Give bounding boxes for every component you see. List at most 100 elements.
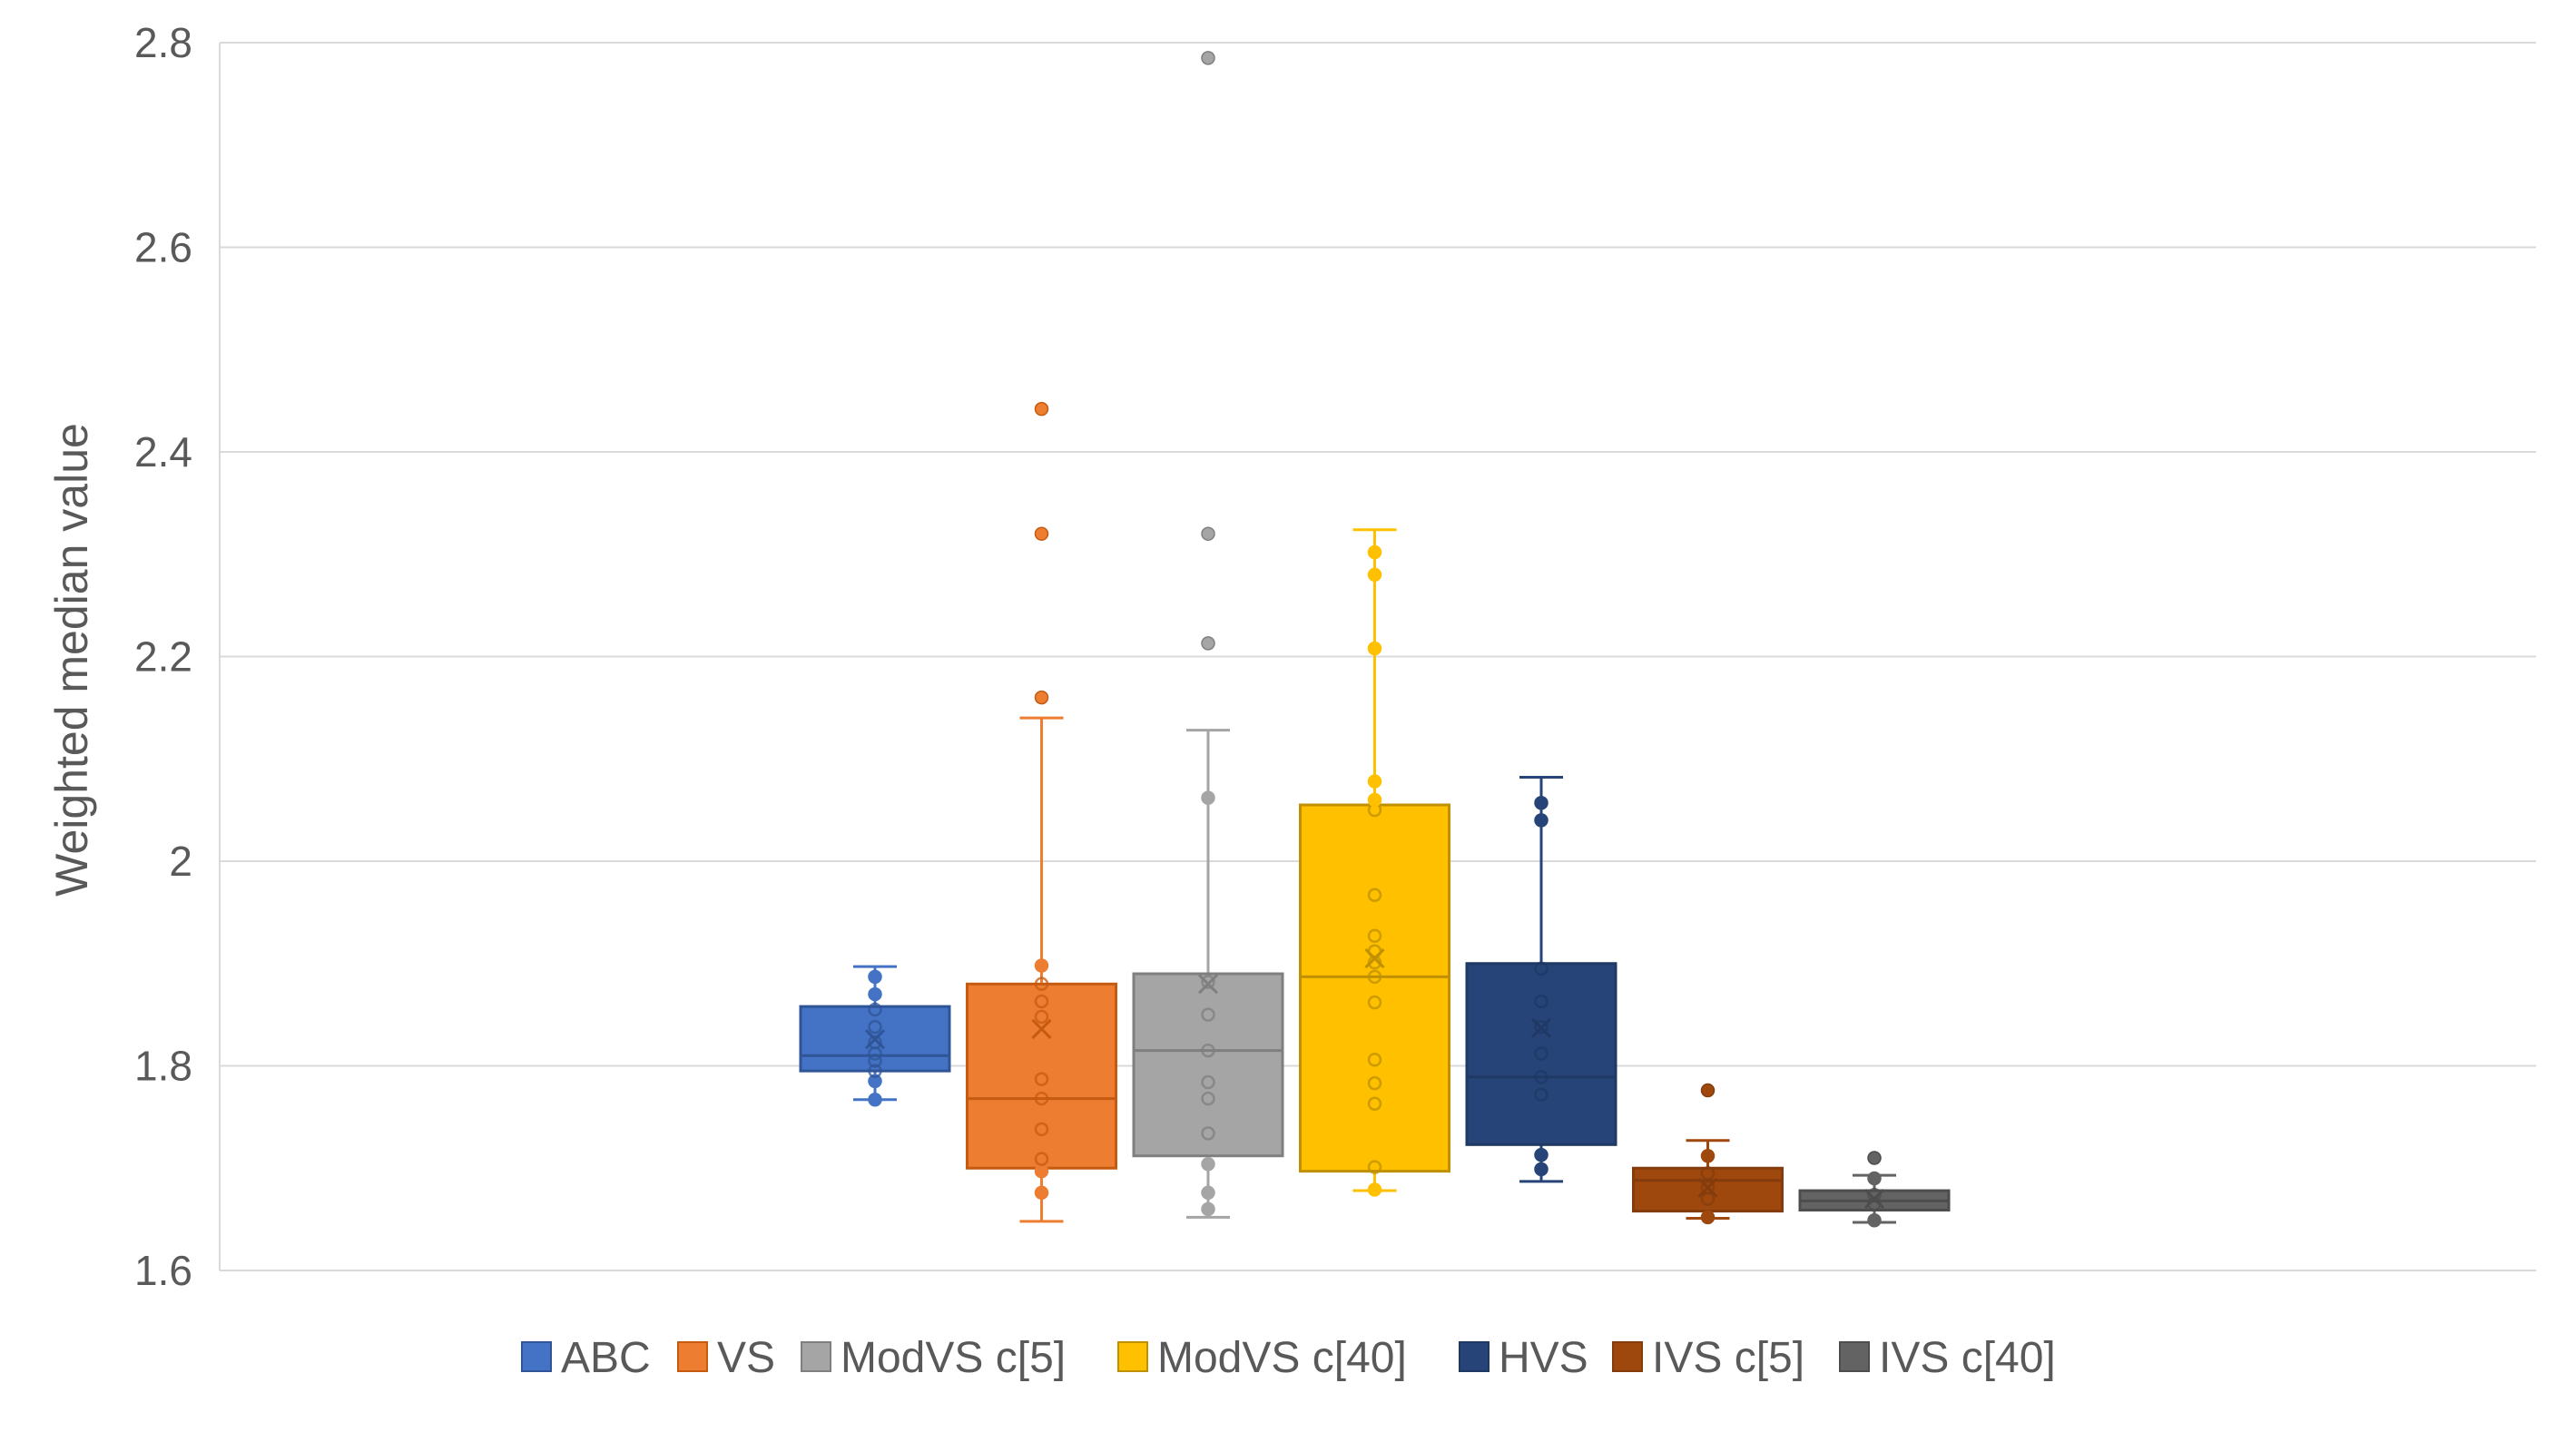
legend: ABC VS ModVS c[5] ModVS c[40] HVS IVS c[5] IVS… <box>521 1334 2056 1382</box>
data-point <box>1367 1182 1382 1197</box>
outlier-point <box>1034 401 1049 417</box>
data-point <box>1867 1213 1882 1228</box>
legend-item: IVS c[40] <box>1839 1334 2056 1382</box>
y-tick-label: 2 <box>169 838 192 885</box>
y-axis-title: Weighted median value <box>46 423 97 897</box>
outlier-point <box>1201 636 1215 651</box>
legend-swatch <box>1459 1341 1490 1372</box>
data-point <box>1201 1043 1215 1058</box>
data-point <box>1034 1152 1049 1166</box>
outlier-point <box>1867 1151 1882 1165</box>
mean-marker <box>1197 974 1219 995</box>
legend-label: VS <box>717 1334 775 1382</box>
legend-swatch <box>1839 1341 1870 1372</box>
legend-label: ABC <box>561 1334 651 1382</box>
data-point <box>1201 1156 1215 1172</box>
data-point <box>1367 774 1382 789</box>
box-ivs-c-40 <box>1798 1151 1951 1228</box>
iqr-box <box>1132 972 1284 1158</box>
legend-label: ModVS c[40] <box>1157 1334 1407 1382</box>
mean-marker-stroke <box>1530 1017 1552 1038</box>
legend-item: ModVS c[40] <box>1117 1334 1407 1382</box>
legend-item: ABC <box>521 1334 651 1382</box>
data-point <box>1201 1185 1215 1201</box>
outlier-point <box>1034 526 1049 541</box>
data-point <box>1534 994 1549 1009</box>
data-point <box>1700 1166 1716 1181</box>
data-point <box>1367 928 1382 944</box>
legend-item: IVS c[5] <box>1612 1334 1804 1382</box>
data-point <box>1700 1210 1716 1225</box>
data-point <box>1367 1052 1382 1067</box>
data-point <box>1700 1180 1716 1195</box>
box-series <box>799 51 1951 1228</box>
data-point <box>1367 888 1382 902</box>
data-point <box>1201 1007 1215 1022</box>
data-point <box>868 1064 882 1078</box>
iqr-box <box>966 982 1117 1170</box>
data-point <box>1034 994 1049 1009</box>
legend-swatch <box>677 1341 708 1372</box>
legend-item: VS <box>677 1334 775 1382</box>
iqr-box <box>1465 962 1617 1146</box>
y-tick-label: 1.6 <box>134 1247 192 1294</box>
data-point <box>1534 1019 1549 1035</box>
outlier-point <box>1700 1083 1716 1098</box>
data-point <box>868 1074 882 1089</box>
y-tick-label: 1.8 <box>134 1043 192 1090</box>
data-point <box>868 1019 882 1035</box>
mean-marker-stroke <box>1697 1177 1718 1198</box>
data-point <box>1034 958 1049 973</box>
data-point <box>1367 1096 1382 1111</box>
mean-marker <box>1697 1177 1718 1198</box>
box-abc <box>799 965 951 1107</box>
data-point <box>1034 1185 1049 1201</box>
mean-marker <box>1530 1017 1552 1038</box>
data-point <box>1201 1091 1215 1106</box>
data-point <box>868 1002 882 1017</box>
data-point <box>1367 1160 1382 1174</box>
y-tick-label: 2.6 <box>134 224 192 271</box>
data-point <box>1034 1163 1049 1179</box>
mean-marker <box>1863 1189 1885 1210</box>
data-point <box>1367 969 1382 985</box>
data-point <box>868 986 882 1002</box>
iqr-box <box>1299 803 1450 1173</box>
legend-swatch <box>1612 1341 1643 1372</box>
box-modvs-c-5 <box>1132 51 1284 1219</box>
data-point <box>1867 1171 1882 1186</box>
data-point <box>1201 1126 1215 1141</box>
data-point <box>1534 1162 1549 1177</box>
data-point <box>1367 792 1382 808</box>
y-tick-label: 2.8 <box>134 19 192 66</box>
data-point <box>1201 975 1215 989</box>
box-vs <box>966 401 1117 1223</box>
mean-marker-stroke <box>1197 974 1219 995</box>
data-point <box>1534 1087 1549 1102</box>
y-tick-label: 2.2 <box>134 633 192 681</box>
legend-label: IVS c[5] <box>1652 1334 1804 1382</box>
mean-marker-stroke <box>864 1029 886 1050</box>
mean-marker <box>1364 948 1385 969</box>
mean-marker-stroke <box>1364 948 1385 969</box>
legend-swatch <box>1117 1341 1148 1372</box>
outlier-point <box>1201 51 1215 65</box>
data-point <box>1534 795 1549 810</box>
data-point <box>1534 961 1549 976</box>
data-point <box>868 969 882 985</box>
legend-swatch <box>801 1341 831 1372</box>
data-point <box>1534 813 1549 828</box>
data-point <box>868 1054 882 1068</box>
data-point <box>1534 1147 1549 1162</box>
mean-marker-stroke <box>1863 1189 1885 1210</box>
data-point <box>1201 790 1215 805</box>
data-point <box>1367 995 1382 1010</box>
data-point <box>1534 1046 1549 1061</box>
legend-label: IVS c[40] <box>1879 1334 2056 1382</box>
outlier-point <box>1034 690 1049 705</box>
data-point <box>1367 567 1382 583</box>
box-modvs-c-40 <box>1299 528 1450 1197</box>
data-point <box>1034 1091 1049 1106</box>
